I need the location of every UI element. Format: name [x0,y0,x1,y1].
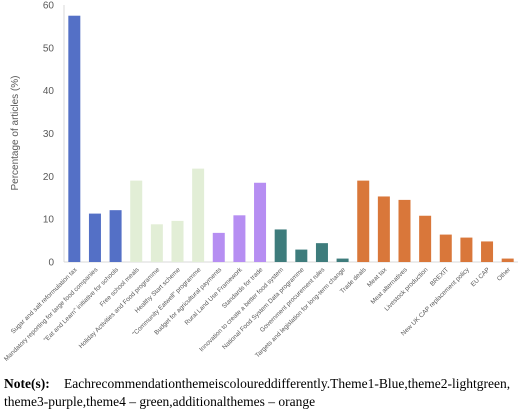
note-line: theme3-purple,theme4 – green,additionalt… [4,394,315,409]
x-tick-label: EU CAP [470,266,492,288]
bar [233,215,246,262]
bar [171,220,184,262]
y-tick-label: 30 [43,129,55,140]
bar [439,234,452,262]
bar [460,237,473,262]
bar [295,249,308,262]
note-line: Eachrecommendationthemeiscoloureddiffere… [64,376,510,391]
bar [150,224,163,262]
bar [88,213,101,262]
bar [481,241,494,262]
y-tick-label: 0 [48,258,54,269]
bar [315,243,328,262]
bar [357,180,370,262]
x-tick-label: Meat alternatives [370,266,409,305]
bar [398,199,411,262]
y-tick-label: 60 [43,1,55,12]
bar [336,258,349,262]
bar [377,196,390,262]
bar [501,258,514,262]
x-tick-label: Mandatory reporting for large food compa… [3,266,99,362]
bar [192,168,205,262]
y-axis-label: Percentage of articles (%) [10,75,21,190]
bar [419,215,432,262]
bar [254,182,267,262]
y-tick-label: 40 [43,86,55,97]
bar [109,210,122,262]
y-tick-label: 20 [43,172,55,183]
x-tick-label: Other [496,266,513,283]
bar [130,180,143,262]
bar [68,15,81,263]
y-tick-label: 50 [43,43,55,54]
y-tick-label: 10 [43,215,55,226]
bar [274,229,287,262]
x-tick-label: "Eat and Learn" initiative for schools [43,266,120,343]
bar [212,232,225,262]
note-label: Note(s): [4,376,50,391]
